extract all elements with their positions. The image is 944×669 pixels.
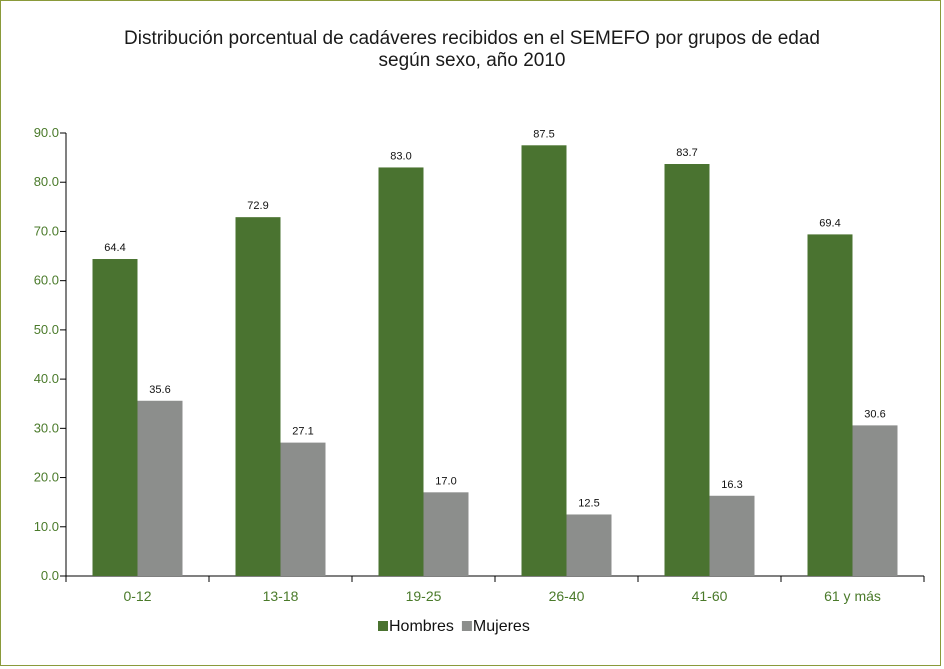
legend-swatch-hombres [378,621,388,631]
y-tick-label: 70.0 [34,223,59,238]
bars: 64.4 35.6 72.9 27.1 83.0 17.0 87.5 12.5 83.7 16.3… [92,128,898,577]
y-tick-label: 80.0 [34,174,59,189]
legend-label-mujeres: Mujeres [473,618,530,635]
y-tick-label: 50.0 [34,322,59,337]
legend-swatch-mujeres [461,621,472,631]
data-label: 27.1 [292,426,313,438]
bar-hombres [664,164,710,576]
data-label: 16.3 [721,479,742,491]
bar-mujeres [709,495,755,576]
data-label: 87.5 [533,128,554,140]
bar-mujeres [280,442,326,576]
bar-mujeres [566,514,612,576]
y-tick-label: 0.0 [41,568,59,583]
bar-hombres [92,259,138,576]
bar-mujeres [137,400,183,576]
x-tick-label: 19-25 [406,588,442,604]
bar-hombres [378,167,424,576]
x-tick-label: 13-18 [263,588,299,604]
y-tick-label: 20.0 [34,470,59,485]
y-tick-label: 90.0 [34,125,59,140]
legend: Hombres Mujeres [378,618,530,635]
data-label: 69.4 [819,217,840,229]
data-label: 30.6 [864,408,885,420]
chart-title: Distribución porcentual de cadáveres rec… [124,28,820,49]
bar-mujeres [852,425,898,576]
bar-hombres [807,234,853,577]
data-label: 83.7 [676,147,697,159]
x-tick-label: 41-60 [692,588,728,604]
y-tick-label: 40.0 [34,371,59,386]
bar-mujeres [423,492,469,576]
bar-hombres [235,217,281,577]
data-label: 83.0 [390,150,411,162]
data-label: 72.9 [247,200,268,212]
data-label: 12.5 [578,497,599,509]
data-label: 64.4 [104,242,125,254]
y-tick-label: 60.0 [34,273,59,288]
y-tick-label: 30.0 [34,420,59,435]
legend-label-hombres: Hombres [389,618,454,635]
bar-hombres [521,145,567,577]
chart-subtitle: según sexo, año 2010 [378,50,566,71]
data-label: 17.0 [435,475,456,487]
x-tick-label: 26-40 [549,588,585,604]
data-label: 35.6 [149,384,170,396]
x-tick-label: 0-12 [123,588,151,604]
axes: 0.0 10.0 20.0 30.0 40.0 50.0 60.0 70.0 80.0 90.0 0… [34,125,925,604]
x-tick-label: 61 y más [824,588,881,604]
y-tick-label: 10.0 [34,519,59,534]
